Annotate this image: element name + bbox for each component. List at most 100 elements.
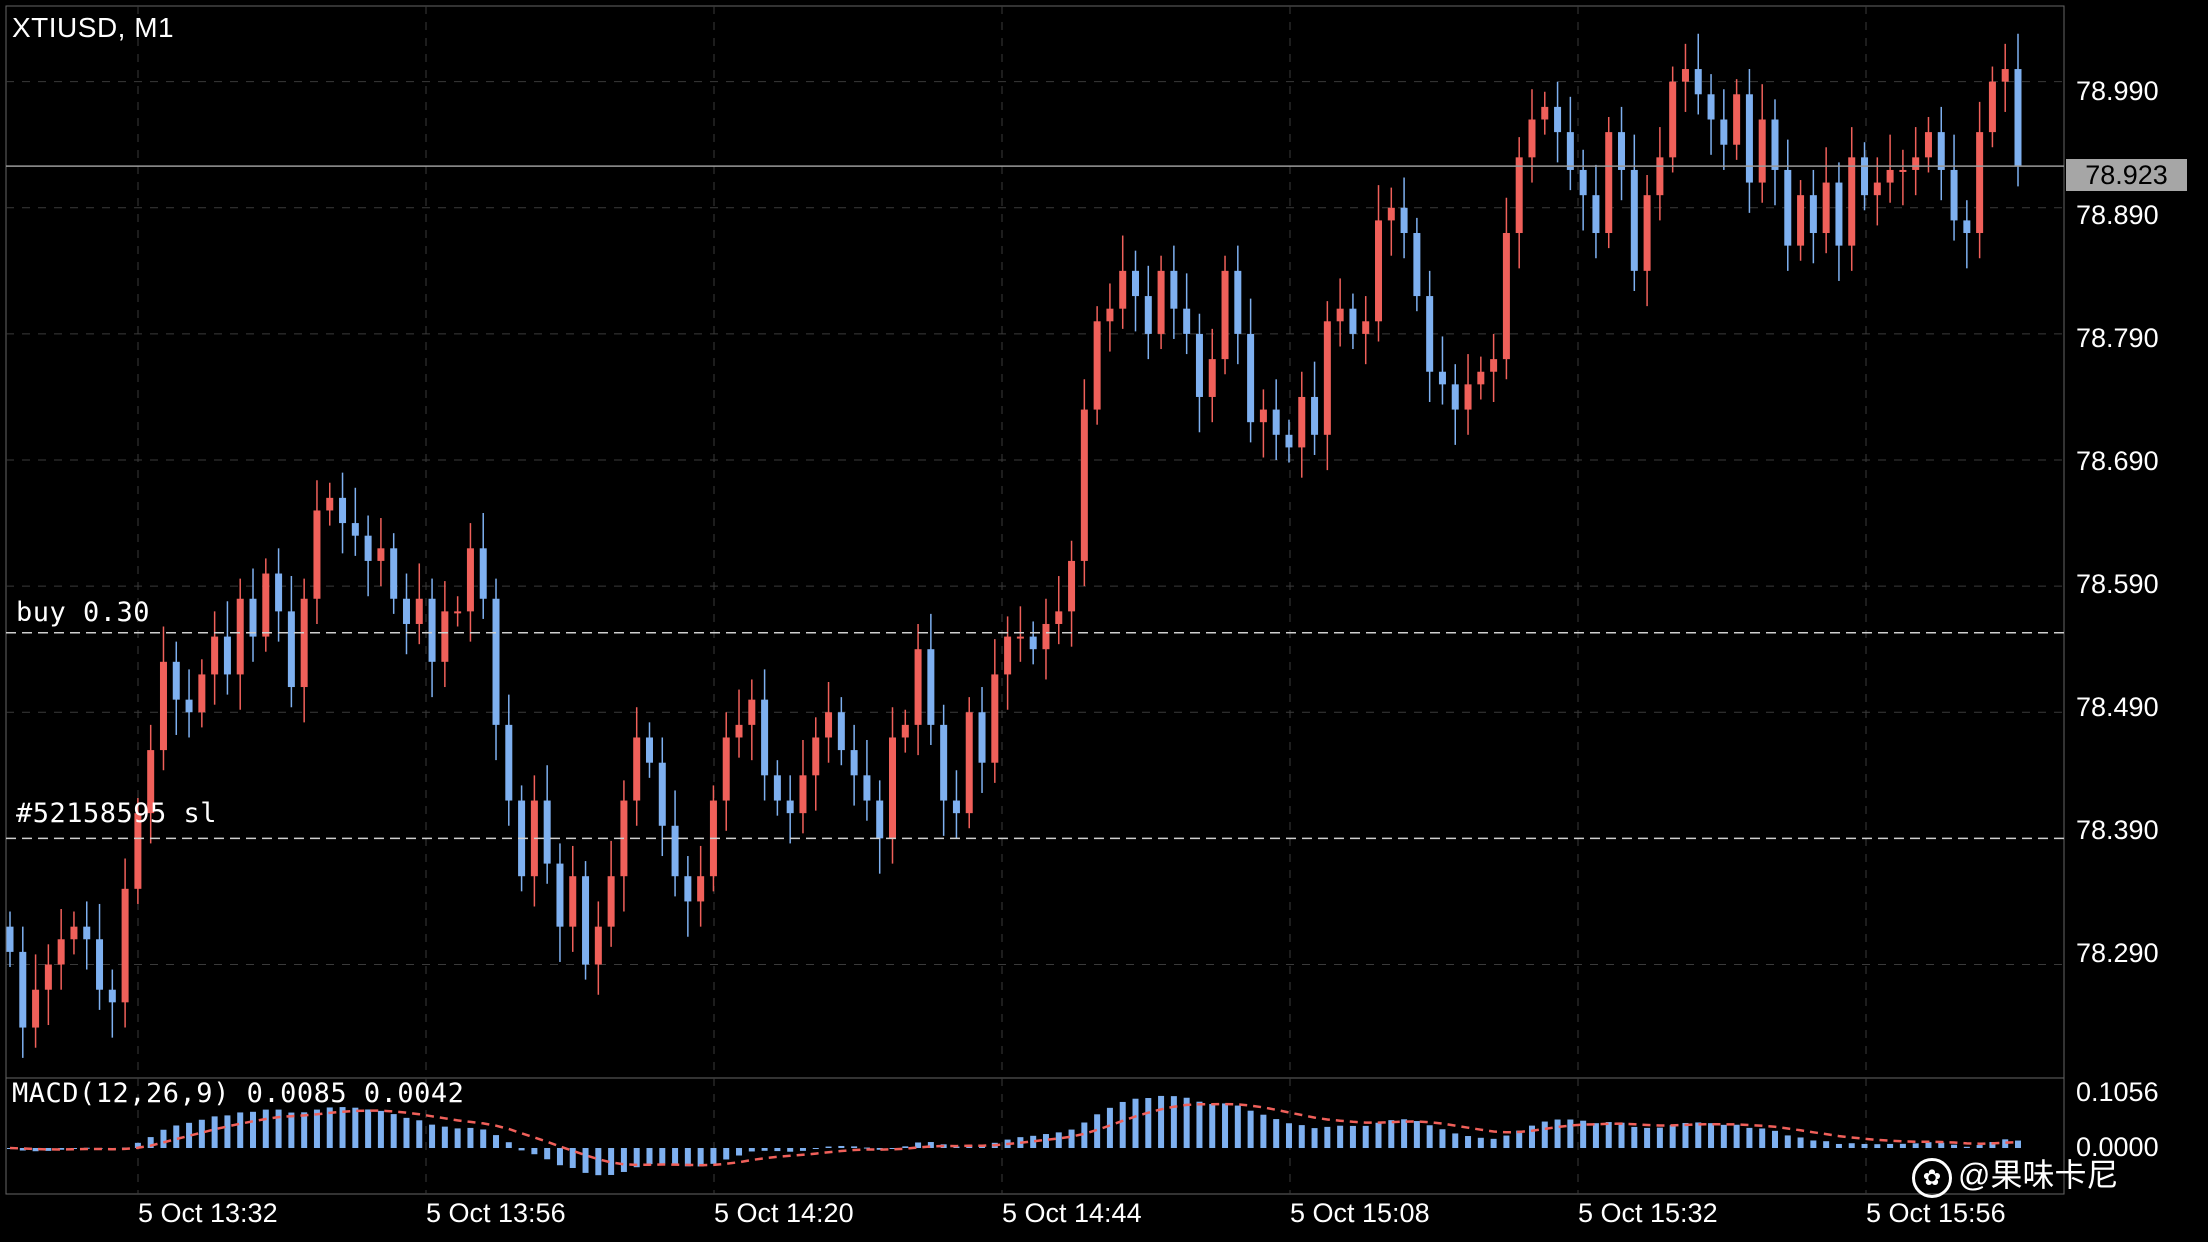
buy-order-label[interactable]: buy 0.30 [16, 597, 151, 628]
macd-bar [313, 1109, 320, 1148]
macd-bar [1209, 1104, 1216, 1148]
time-tick: 5 Oct 15:32 [1578, 1198, 1718, 1228]
macd-bar [45, 1148, 52, 1151]
candle-body [479, 548, 487, 599]
macd-bar [787, 1148, 794, 1152]
macd-bar [659, 1148, 666, 1164]
candle-body [108, 989, 116, 1003]
candle-body [978, 712, 986, 763]
candle-body [761, 699, 769, 776]
macd-bar [1426, 1125, 1433, 1148]
candle-body [1733, 94, 1741, 145]
macd-bar [1695, 1122, 1702, 1148]
macd-bar [531, 1148, 538, 1155]
macd-bar [1605, 1122, 1612, 1148]
price-tick: 78.990 [2076, 76, 2159, 106]
macd-bar [441, 1126, 448, 1148]
macd-bar [620, 1148, 627, 1172]
macd-bar [1119, 1101, 1126, 1148]
candle-body [1861, 157, 1869, 196]
macd-bar [1887, 1143, 1894, 1148]
candle-body [1080, 409, 1088, 561]
macd-bar [1273, 1119, 1280, 1148]
macd-bar [1042, 1134, 1049, 1148]
candle-body [1605, 132, 1613, 234]
candle-body [1656, 157, 1664, 196]
candle-body [786, 800, 794, 814]
macd-bar [1989, 1142, 1996, 1148]
candle-body [1630, 169, 1638, 271]
candle-body [1004, 636, 1012, 675]
price-tick: 78.290 [2076, 938, 2159, 968]
candle-body [83, 926, 91, 940]
macd-bar [1234, 1105, 1241, 1148]
candle-body [1336, 308, 1344, 322]
macd-bar [518, 1148, 525, 1151]
macd-bar [1222, 1103, 1229, 1148]
macd-bar [1349, 1125, 1356, 1148]
candle-body [415, 598, 423, 624]
candle-body [722, 737, 730, 801]
candle-body [44, 964, 52, 990]
macd-bar [198, 1119, 205, 1148]
macd-bar [863, 1147, 870, 1149]
macd-bar [1682, 1122, 1689, 1148]
macd-bar [1912, 1143, 1919, 1148]
macd-bar [1720, 1124, 1727, 1148]
candle-body [1899, 169, 1907, 172]
candle-body [1285, 434, 1293, 448]
macd-bar [147, 1137, 154, 1148]
macd-bar [1516, 1130, 1523, 1148]
candle-body [287, 611, 295, 688]
macd-bar [1631, 1126, 1638, 1148]
candle-body [633, 737, 641, 801]
macd-bar [1362, 1125, 1369, 1148]
macd-bar [467, 1127, 474, 1148]
macd-bar [493, 1135, 500, 1148]
macd-bar [1030, 1135, 1037, 1148]
candle-body [1106, 308, 1114, 322]
macd-bar [1592, 1123, 1599, 1148]
macd-bar [275, 1109, 282, 1148]
macd-bar [1158, 1095, 1165, 1148]
candle-body [863, 775, 871, 801]
macd-bar [1797, 1137, 1804, 1148]
candle-body [1451, 384, 1459, 410]
candle-body [1707, 94, 1715, 120]
candle-body [1515, 157, 1523, 234]
macd-bar [339, 1107, 346, 1148]
macd-bar [365, 1109, 372, 1148]
candle-body [1835, 182, 1843, 246]
candle-body [671, 825, 679, 877]
stop-loss-label[interactable]: #52158595 sl [16, 798, 218, 829]
candle-body [1349, 308, 1357, 334]
watermark: ✿ @果味卡尼 [1912, 1150, 2119, 1198]
candle-body [901, 724, 909, 738]
candle-body [262, 573, 270, 637]
candle-body [1042, 623, 1050, 650]
macd-bar [1452, 1133, 1459, 1148]
candle-body [799, 775, 807, 814]
macd-bar [1835, 1143, 1842, 1148]
candle-body [837, 712, 845, 751]
macd-bar [58, 1148, 65, 1150]
macd-bar [544, 1148, 551, 1160]
candle-body [1758, 119, 1766, 183]
macd-bar [1823, 1141, 1830, 1148]
watermark-text: @果味卡尼 [1958, 1157, 2119, 1193]
macd-bar [1951, 1144, 1958, 1148]
candle-body [1541, 106, 1549, 120]
candle-body [1413, 233, 1421, 297]
macd-bar [1963, 1146, 1970, 1148]
macd-bar [173, 1125, 180, 1148]
candle-body [1848, 157, 1856, 246]
candle-body [952, 800, 960, 814]
candle-body [940, 724, 948, 801]
candle-body [1822, 182, 1830, 234]
candle-body [876, 800, 884, 839]
candle-body [402, 598, 410, 624]
macd-bar [416, 1120, 423, 1148]
macd-bar [505, 1142, 512, 1148]
macd-bar [454, 1128, 461, 1148]
